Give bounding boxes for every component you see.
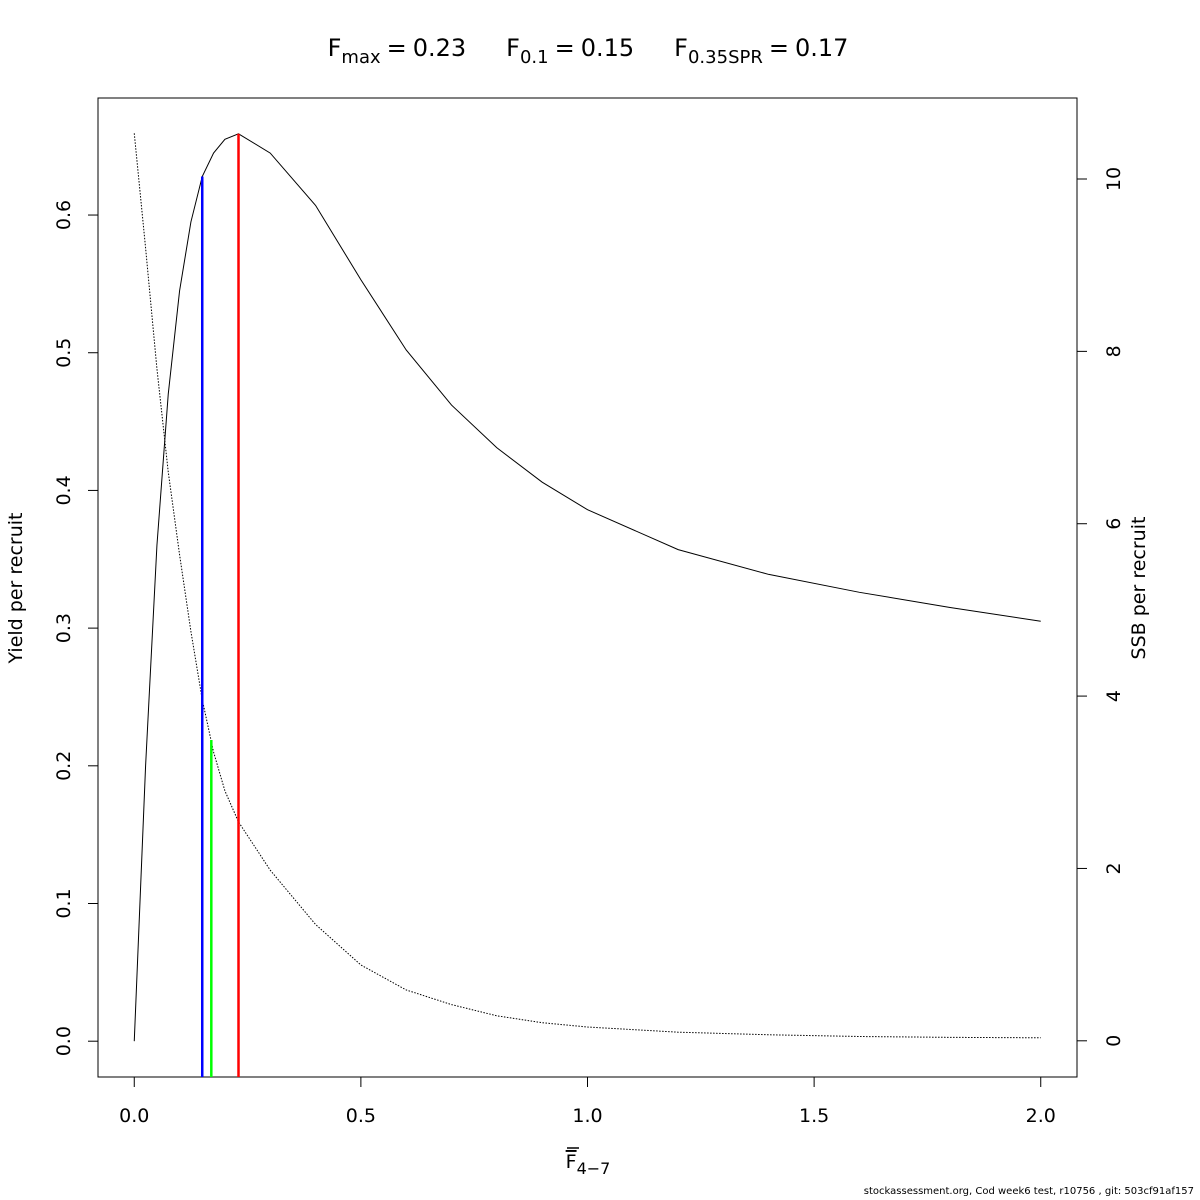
x-label-symbol: F: [566, 1151, 577, 1173]
chart-title: Fmax = 0.23 F0.1 = 0.15 F0.35SPR = 0.17: [328, 34, 849, 68]
series-line: [133, 133, 1041, 1042]
y-tick-label: 0.1: [53, 888, 75, 918]
y-axis-label: Yield per recruit: [5, 513, 27, 665]
y-tick-label: 0.4: [53, 475, 75, 505]
title-subscript: 0.1: [520, 47, 549, 68]
y-tick-label: 0.0: [53, 1026, 75, 1056]
title-symbol: F: [506, 34, 520, 62]
y-tick-label: 0.6: [53, 200, 75, 230]
x-axis-label: F4−7: [566, 1151, 611, 1178]
y2-tick-label: 6: [1103, 518, 1125, 530]
y2-axis-label: SSB per recruit: [1128, 517, 1150, 660]
title-value: 0.23: [413, 34, 466, 62]
title-value: 0.15: [581, 34, 634, 62]
title-subscript: 0.35SPR: [688, 47, 763, 68]
y2-tick-label: 0: [1103, 1035, 1125, 1047]
x-tick-label: 0.0: [119, 1105, 149, 1127]
title-equals: =: [555, 34, 575, 62]
x-tick-label: 1.0: [572, 1105, 602, 1127]
title-symbol: F: [328, 34, 342, 62]
y2-tick-label: 2: [1103, 862, 1125, 874]
footer: stockassessment.org, Cod week6 test, r10…: [864, 1186, 1194, 1197]
title-symbol: F: [674, 34, 688, 62]
series-line: [133, 133, 1041, 1039]
y-tick-label: 0.5: [53, 338, 75, 368]
title-equals: =: [387, 34, 407, 62]
plot-frame: [97, 97, 1078, 1078]
y-tick-label: 0.2: [53, 751, 75, 781]
x-tick-label: 1.5: [799, 1105, 829, 1127]
title-value: 0.17: [795, 34, 848, 62]
x-tick-label: 0.5: [346, 1105, 376, 1127]
y2-tick-label: 8: [1103, 345, 1125, 357]
y-tick-label: 0.3: [53, 613, 75, 643]
x-label-subscript: 4−7: [577, 1159, 611, 1178]
x-tick-label: 2.0: [1026, 1105, 1056, 1127]
y2-tick-label: 10: [1103, 167, 1125, 191]
title-equals: =: [769, 34, 789, 62]
y2-tick-label: 4: [1103, 690, 1125, 702]
title-subscript: max: [341, 47, 381, 68]
